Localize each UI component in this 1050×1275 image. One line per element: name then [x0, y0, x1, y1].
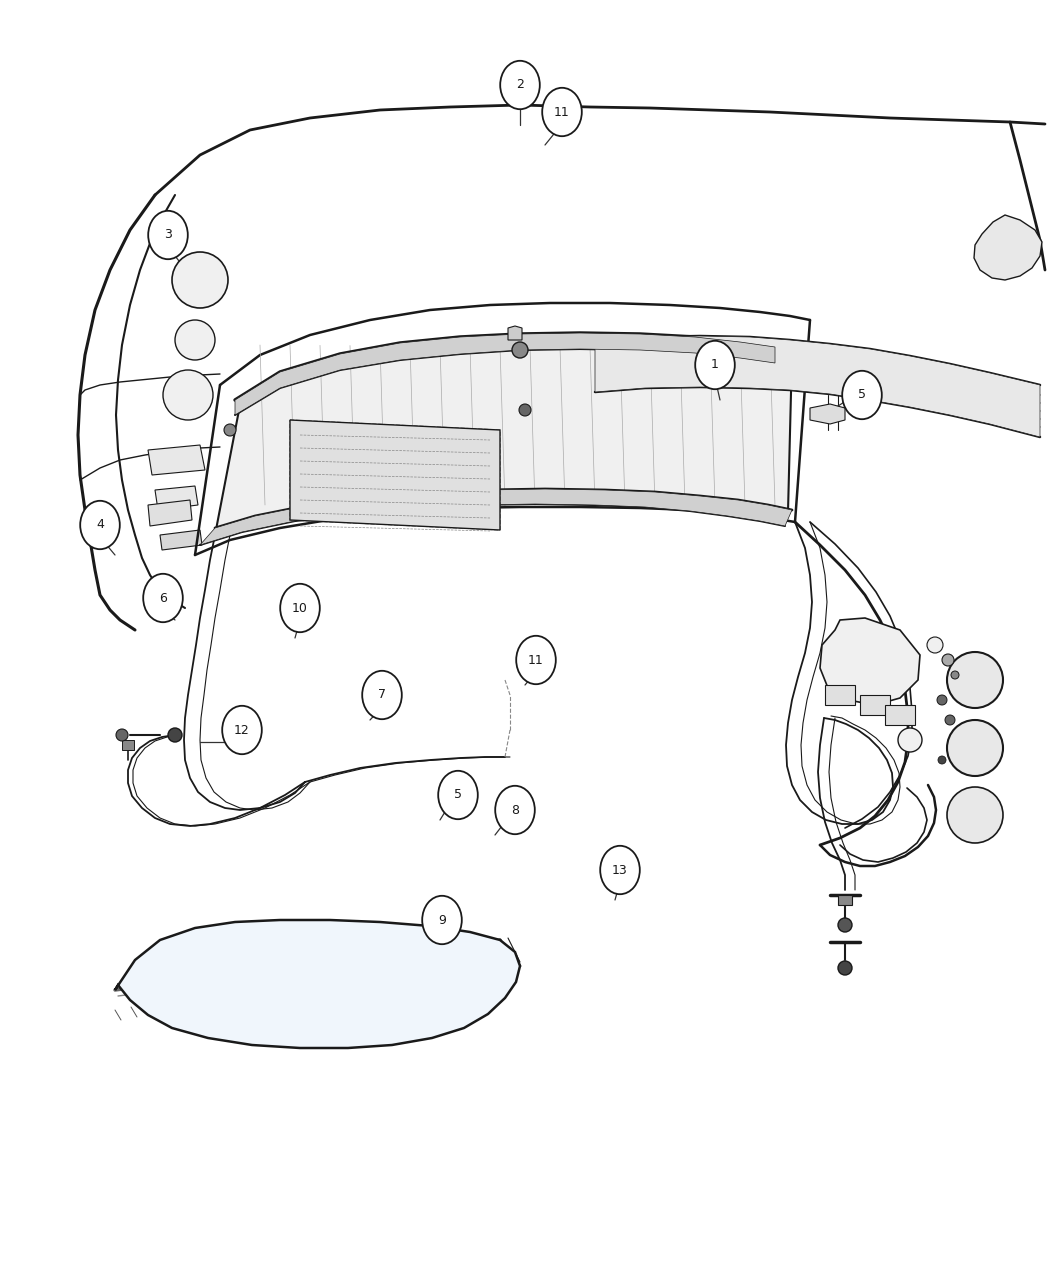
Polygon shape — [860, 695, 890, 715]
Ellipse shape — [143, 574, 183, 622]
Polygon shape — [116, 921, 520, 1048]
Circle shape — [838, 918, 852, 932]
Text: 7: 7 — [378, 688, 386, 701]
Circle shape — [942, 654, 954, 666]
Text: 3: 3 — [164, 228, 172, 241]
Circle shape — [168, 728, 182, 742]
Ellipse shape — [438, 771, 478, 820]
Polygon shape — [148, 445, 205, 476]
Text: 8: 8 — [511, 803, 519, 816]
Circle shape — [947, 652, 1003, 708]
Ellipse shape — [517, 636, 555, 685]
Polygon shape — [155, 486, 198, 510]
Circle shape — [938, 756, 946, 764]
Ellipse shape — [601, 845, 639, 894]
Text: 9: 9 — [438, 913, 446, 927]
Ellipse shape — [148, 210, 188, 259]
Circle shape — [175, 320, 215, 360]
Text: 11: 11 — [554, 106, 570, 119]
Polygon shape — [838, 895, 852, 905]
Circle shape — [224, 425, 236, 436]
Ellipse shape — [695, 340, 735, 389]
Text: 1: 1 — [711, 358, 719, 371]
Text: 2: 2 — [516, 79, 524, 92]
Ellipse shape — [223, 706, 261, 755]
Text: 13: 13 — [612, 863, 628, 876]
Circle shape — [947, 787, 1003, 843]
Ellipse shape — [496, 785, 534, 834]
Polygon shape — [160, 530, 202, 550]
Polygon shape — [825, 685, 855, 705]
Polygon shape — [508, 326, 522, 340]
Circle shape — [898, 728, 922, 752]
Ellipse shape — [842, 371, 882, 419]
Text: 5: 5 — [858, 389, 866, 402]
Circle shape — [512, 342, 528, 358]
Ellipse shape — [500, 61, 540, 110]
Polygon shape — [122, 740, 134, 750]
Circle shape — [172, 252, 228, 309]
Polygon shape — [290, 419, 500, 530]
Circle shape — [838, 961, 852, 975]
Ellipse shape — [362, 671, 402, 719]
Circle shape — [937, 695, 947, 705]
Polygon shape — [200, 490, 792, 544]
Ellipse shape — [280, 584, 320, 632]
Circle shape — [163, 370, 213, 419]
Ellipse shape — [80, 501, 120, 550]
Polygon shape — [235, 333, 775, 414]
Text: 11: 11 — [528, 654, 544, 667]
Polygon shape — [820, 618, 920, 705]
Circle shape — [951, 671, 959, 680]
Ellipse shape — [542, 88, 582, 136]
Polygon shape — [215, 337, 792, 536]
Text: 4: 4 — [96, 519, 104, 532]
Text: 10: 10 — [292, 602, 308, 615]
Circle shape — [116, 729, 128, 741]
Circle shape — [927, 638, 943, 653]
Polygon shape — [595, 337, 1040, 437]
Polygon shape — [148, 500, 192, 527]
Circle shape — [945, 715, 956, 725]
Text: 12: 12 — [234, 723, 250, 737]
Ellipse shape — [422, 896, 462, 945]
Circle shape — [519, 404, 531, 416]
Circle shape — [947, 720, 1003, 776]
Text: 6: 6 — [159, 592, 167, 604]
Polygon shape — [885, 705, 915, 725]
Polygon shape — [974, 215, 1042, 280]
Text: 5: 5 — [454, 788, 462, 802]
Polygon shape — [810, 404, 845, 425]
